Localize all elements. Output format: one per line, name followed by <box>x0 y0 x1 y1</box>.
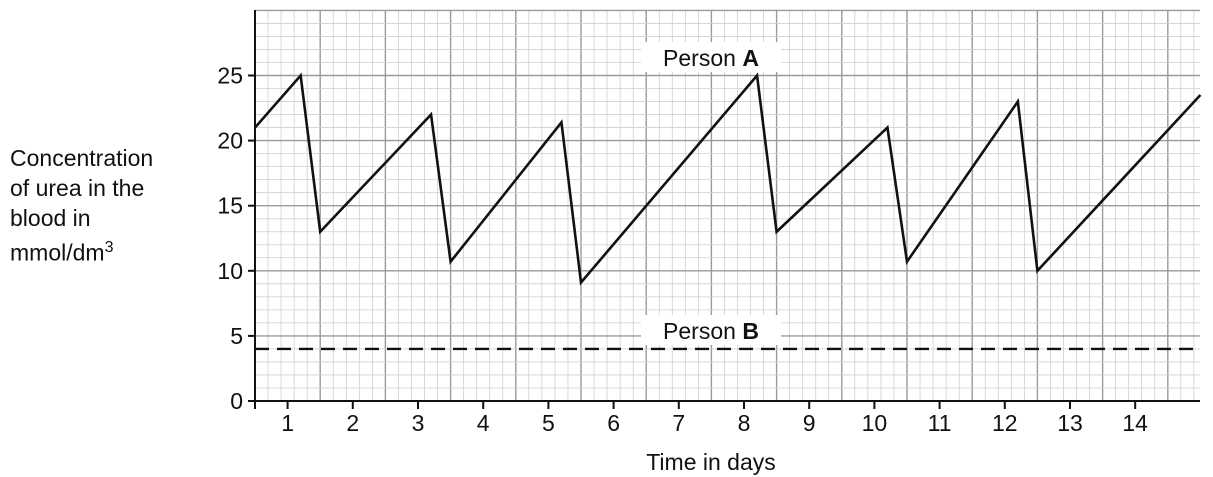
series-label: Person B <box>663 318 759 344</box>
x-tick-label: 5 <box>542 410 555 436</box>
x-tick-label: 4 <box>477 410 490 436</box>
y-tick-label: 20 <box>217 128 243 154</box>
series-label: Person A <box>663 45 759 71</box>
y-axis-label: Concentration of urea in the blood in mm… <box>10 143 200 268</box>
y-tick-label: 15 <box>217 193 243 219</box>
y-tick-labels: 0 5 10 15 20 25 <box>217 63 243 415</box>
x-tick-label: 2 <box>346 410 359 436</box>
x-axis-label: Time in days <box>646 449 776 475</box>
axes <box>248 10 1200 409</box>
series-line <box>254 72 1202 286</box>
x-tick-label: 10 <box>862 410 888 436</box>
x-tick-label: 7 <box>672 410 685 436</box>
y-axis-label-line: Concentration <box>10 145 154 171</box>
series-label-background <box>641 42 781 72</box>
y-tick-label: 10 <box>217 258 243 284</box>
series-label-prefix: Person <box>663 318 742 344</box>
series-label-letter: A <box>742 45 759 71</box>
x-tick-label: 9 <box>803 410 816 436</box>
y-tick-label: 25 <box>217 63 243 89</box>
x-tick-label: 12 <box>992 410 1018 436</box>
x-tick-label: 13 <box>1057 410 1083 436</box>
y-axis-label-line: blood in <box>10 205 91 231</box>
unit-base: mmol/dm <box>10 239 105 266</box>
x-tick-label: 14 <box>1122 410 1148 436</box>
y-axis-label-line: of urea in the <box>10 175 145 201</box>
x-tick-label: 11 <box>928 410 952 436</box>
y-tick-label: 0 <box>230 388 243 414</box>
x-tick-label: 6 <box>607 410 620 436</box>
x-tick-label: 1 <box>281 410 294 436</box>
series-label-prefix: Person <box>663 45 742 71</box>
unit-exponent: 3 <box>104 239 114 256</box>
x-tick-label: 3 <box>412 410 425 436</box>
y-axis-label-unit: mmol/dm3 <box>10 233 200 268</box>
series-label-letter: B <box>742 318 759 344</box>
x-tick-label: 8 <box>738 410 751 436</box>
y-tick-label: 5 <box>230 323 243 349</box>
series-lines <box>254 72 1202 351</box>
series-label-background <box>641 315 781 345</box>
x-tick-labels: 1 2 3 4 5 6 7 8 9 10 11 12 13 14 <box>281 410 1148 436</box>
